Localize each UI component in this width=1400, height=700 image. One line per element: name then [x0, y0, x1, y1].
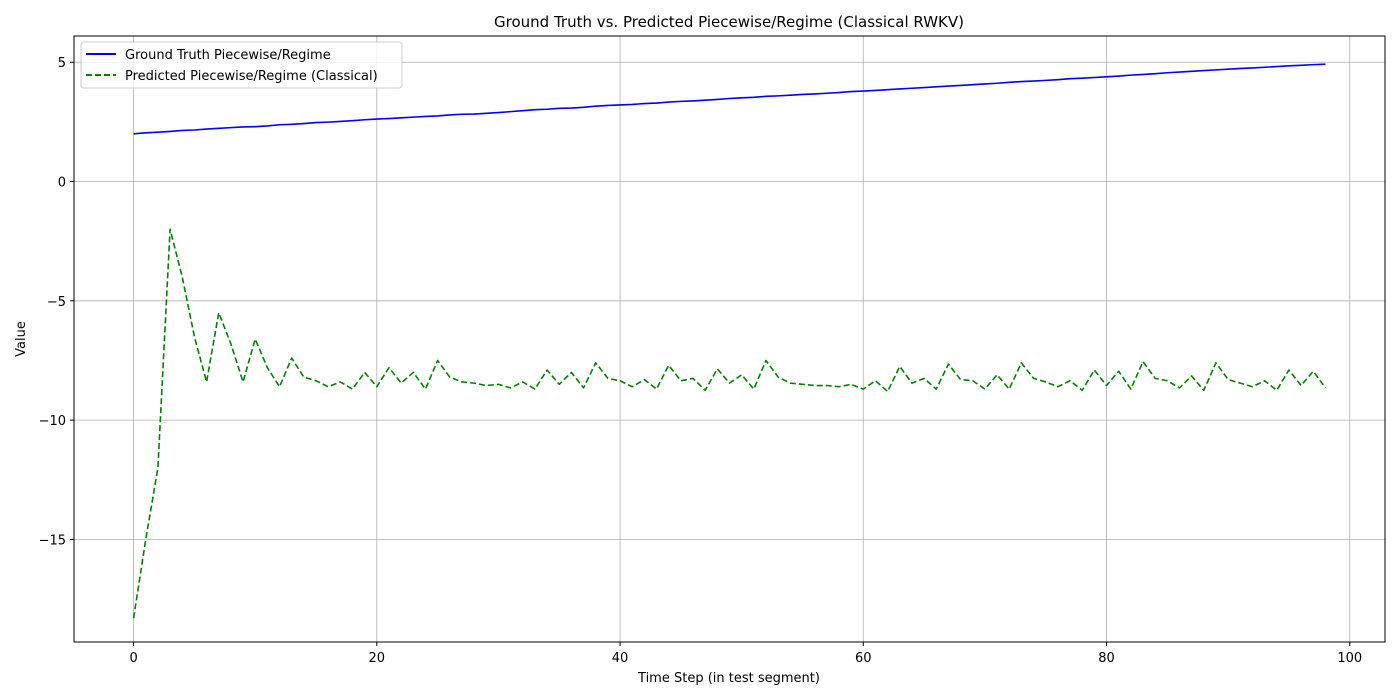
plot-frame — [73, 35, 1386, 643]
ticks: 0 20 40 60 80 100 5 0 −5 −10 −15 — [39, 56, 1363, 666]
y-tick-label: −5 — [47, 295, 66, 310]
legend-label-ground-truth: Ground Truth Piecewise/Regime — [125, 48, 331, 63]
x-tick-label: 40 — [612, 651, 629, 666]
x-tick-label: 20 — [369, 651, 386, 666]
x-tick-label: 60 — [855, 651, 872, 666]
y-axis-title: Value — [14, 321, 29, 357]
y-tick-label: 5 — [58, 56, 66, 71]
y-tick-label: −15 — [39, 533, 66, 548]
legend-frame — [80, 41, 403, 89]
x-tick-label: 0 — [129, 651, 137, 666]
legend: Ground Truth Piecewise/Regime Predicted … — [80, 41, 403, 89]
series-layer — [132, 63, 1327, 619]
legend-label-predicted: Predicted Piecewise/Regime (Classical) — [125, 69, 378, 84]
x-tick-label: 80 — [1098, 651, 1115, 666]
series-line-ground-truth — [133, 63, 1326, 135]
y-tick-label: 0 — [58, 176, 66, 191]
x-axis-title: Time Step (in test segment) — [637, 671, 820, 686]
x-tick-label: 100 — [1337, 651, 1362, 666]
chart-title: Ground Truth vs. Predicted Piecewise/Reg… — [494, 13, 964, 31]
y-tick-label: −10 — [39, 414, 66, 429]
series-line-predicted — [132, 228, 1327, 619]
grid — [74, 36, 1385, 642]
